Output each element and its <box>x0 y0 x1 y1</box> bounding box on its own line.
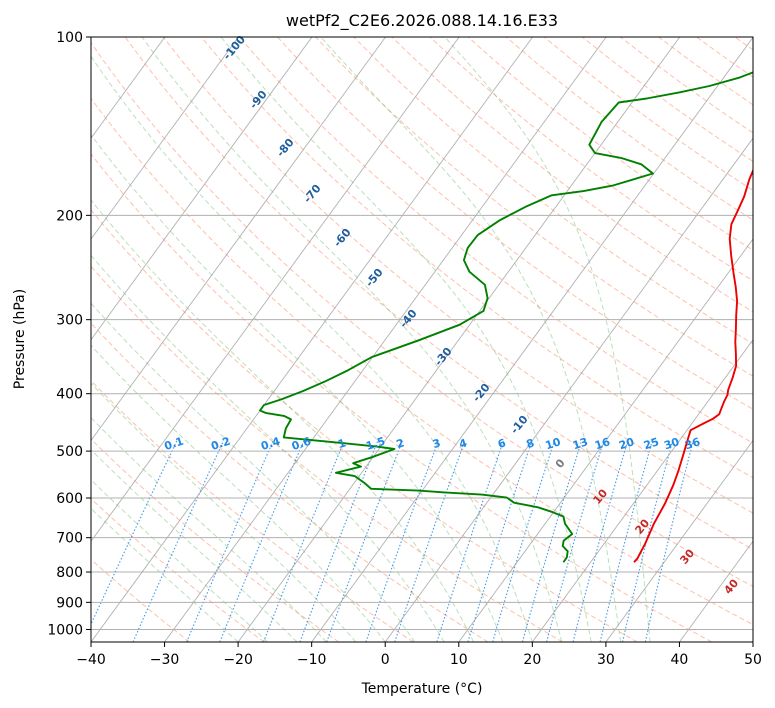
dry-adiabat <box>277 37 753 410</box>
y-tick-label: 400 <box>56 387 83 403</box>
mixing-ratio-label: 10 <box>544 435 563 452</box>
dry-adiabat <box>91 153 713 642</box>
mixing-ratio-label: 16 <box>593 435 612 452</box>
isotherm <box>458 238 753 642</box>
y-tick-label: 900 <box>56 595 83 611</box>
y-axis-label: Pressure (hPa) <box>12 289 28 389</box>
mixing-ratio-line <box>219 440 305 642</box>
dry-adiabat <box>200 37 753 479</box>
dry-adiabat <box>91 558 191 642</box>
mixing-ratio-line <box>262 440 345 642</box>
mixing-ratio-line <box>436 440 505 642</box>
mixing-ratio-label: 2 <box>395 436 406 451</box>
isotherm <box>91 37 239 240</box>
x-tick-label: −20 <box>223 652 253 668</box>
dewpoint-profile <box>259 71 753 563</box>
mixing-ratio-line <box>186 440 274 642</box>
x-tick-label: 40 <box>671 652 689 668</box>
isotherm <box>311 37 753 642</box>
y-tick-label: 500 <box>56 444 83 460</box>
x-axis: −40 −30 −20 −10 0 10 20 30 40 50 <box>76 642 762 668</box>
moist-adiabat <box>91 448 298 642</box>
mixing-ratio-label: 36 <box>683 435 702 452</box>
x-tick-label: 20 <box>523 652 541 668</box>
mixing-ratio-line <box>365 440 440 642</box>
mixing-ratio-line <box>572 440 629 642</box>
moist-adiabat <box>141 37 563 642</box>
mixing-ratio-label: 0.4 <box>259 434 282 452</box>
y-tick-label: 1000 <box>47 622 83 638</box>
mixing-ratio-label: 1.5 <box>364 435 387 453</box>
y-tick-label: 700 <box>56 531 83 547</box>
mixing-ratio-line <box>492 440 556 642</box>
x-tick-label: 0 <box>381 652 390 668</box>
dry-adiabat <box>91 209 638 642</box>
mixing-ratio-label: 25 <box>642 435 661 452</box>
mixing-ratio-line <box>326 440 404 642</box>
background-lines <box>91 37 753 642</box>
mixing-ratio-label: 0.6 <box>290 434 313 452</box>
moist-adiabat <box>91 254 445 642</box>
isotherm <box>605 439 753 642</box>
y-tick-label: 100 <box>56 30 83 46</box>
y-tick-label: 300 <box>56 313 83 329</box>
mixing-ratio-label: 1 <box>336 436 347 451</box>
moist-adiabat <box>91 416 327 642</box>
isotherm <box>164 37 607 642</box>
mixing-ratio-line <box>599 440 653 642</box>
moist-adiabat <box>91 55 533 642</box>
moist-adiabat <box>91 134 504 642</box>
isotherm <box>91 37 386 442</box>
x-tick-label: −10 <box>297 652 327 668</box>
moist-adiabat <box>320 37 622 642</box>
mixing-ratio-label: 0.1 <box>163 435 186 453</box>
y-tick-label: 800 <box>56 565 83 581</box>
dry-adiabat <box>91 265 563 642</box>
isotherm <box>91 37 534 642</box>
dry-adiabat <box>91 97 753 626</box>
series <box>259 71 753 563</box>
dry-adiabat <box>162 37 753 514</box>
x-tick-label: 10 <box>450 652 468 668</box>
mixing-ratio-line <box>622 440 674 642</box>
moist-adiabat <box>220 37 592 642</box>
moist-adiabat <box>91 382 357 642</box>
moist-adiabat <box>444 37 651 642</box>
isotherm <box>531 338 753 642</box>
mixing-ratio-label: 6 <box>496 436 508 451</box>
dry-adiabat <box>124 37 753 550</box>
mixing-ratio-label: 0.2 <box>209 435 232 453</box>
x-tick-label: −40 <box>76 652 106 668</box>
mixing-ratio-label: 30 <box>662 435 681 452</box>
chart-title: wetPf2_C2E6.2026.088.14.16.E33 <box>286 11 558 31</box>
mixing-ratio-line <box>521 440 583 642</box>
temperature-profile <box>633 168 753 563</box>
y-tick-label: 200 <box>56 208 83 224</box>
mixing-ratio-label: 4 <box>457 436 469 451</box>
x-tick-label: 30 <box>597 652 615 668</box>
mixing-ratio-label: 13 <box>571 435 590 452</box>
isotherm <box>384 137 753 642</box>
isotherm <box>237 37 681 642</box>
dry-adiabat <box>91 41 753 588</box>
mixing-ratio-line <box>546 440 605 642</box>
mixing-ratio-line <box>467 440 533 642</box>
dry-adiabat <box>315 37 753 377</box>
plot-frame <box>90 36 754 643</box>
mixing-ratio-label: 3 <box>431 436 442 451</box>
mixing-ratio-label: 20 <box>617 435 636 452</box>
mixing-ratio-line <box>644 440 694 642</box>
x-tick-label: −30 <box>150 652 180 668</box>
mixing-ratio-line <box>299 440 379 642</box>
mixing-ratio-label: 8 <box>525 436 536 451</box>
x-axis-label: Temperature (°C) <box>361 681 483 697</box>
moist-adiabat <box>91 302 416 642</box>
dry-adiabat <box>91 438 340 642</box>
y-axis: 100 200 300 400 500 600 700 800 900 1000 <box>47 30 91 638</box>
x-tick-label: 50 <box>744 652 762 668</box>
y-tick-label: 600 <box>56 491 83 507</box>
